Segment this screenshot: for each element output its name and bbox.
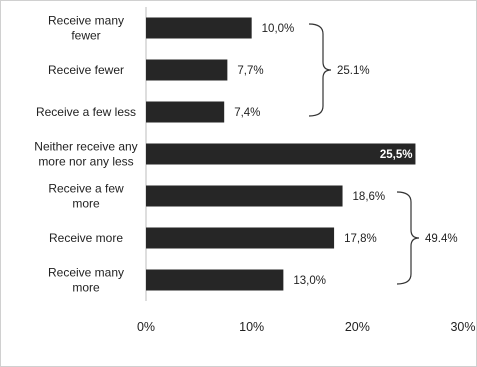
category-label-0: Receive many fewer [48, 14, 124, 43]
bar-3 [146, 143, 416, 165]
x-tick-label-3: 30% [450, 320, 475, 334]
value-label-5: 17,8% [344, 233, 377, 245]
group-label-1: 49.4% [425, 233, 458, 245]
bar-4 [146, 185, 343, 207]
x-tick-label-1: 10% [239, 320, 264, 334]
value-label-6: 13,0% [293, 275, 326, 287]
bar-1 [146, 59, 228, 81]
bar-5 [146, 227, 335, 249]
value-label-3: 25,5% [380, 149, 413, 161]
category-label-4: Receive a few more [48, 182, 124, 211]
x-tick-label-2: 20% [345, 320, 370, 334]
category-label-5: Receive more [49, 231, 123, 245]
value-label-2: 7,4% [234, 107, 260, 119]
bar-2 [146, 101, 225, 123]
bar-6 [146, 269, 284, 291]
value-label-4: 18,6% [353, 191, 386, 203]
category-label-1: Receive fewer [48, 63, 124, 77]
group-brace-0 [308, 23, 332, 117]
category-label-6: Receive many more [48, 266, 124, 295]
category-label-2: Receive a few less [36, 105, 136, 119]
value-label-0: 10,0% [262, 23, 295, 35]
category-label-3: Neither receive any more nor any less [34, 140, 137, 169]
value-label-1: 7,7% [237, 65, 263, 77]
group-label-0: 25.1% [337, 65, 370, 77]
x-tick-label-0: 0% [137, 320, 155, 334]
group-brace-1 [396, 191, 420, 285]
bar-0 [146, 17, 252, 39]
